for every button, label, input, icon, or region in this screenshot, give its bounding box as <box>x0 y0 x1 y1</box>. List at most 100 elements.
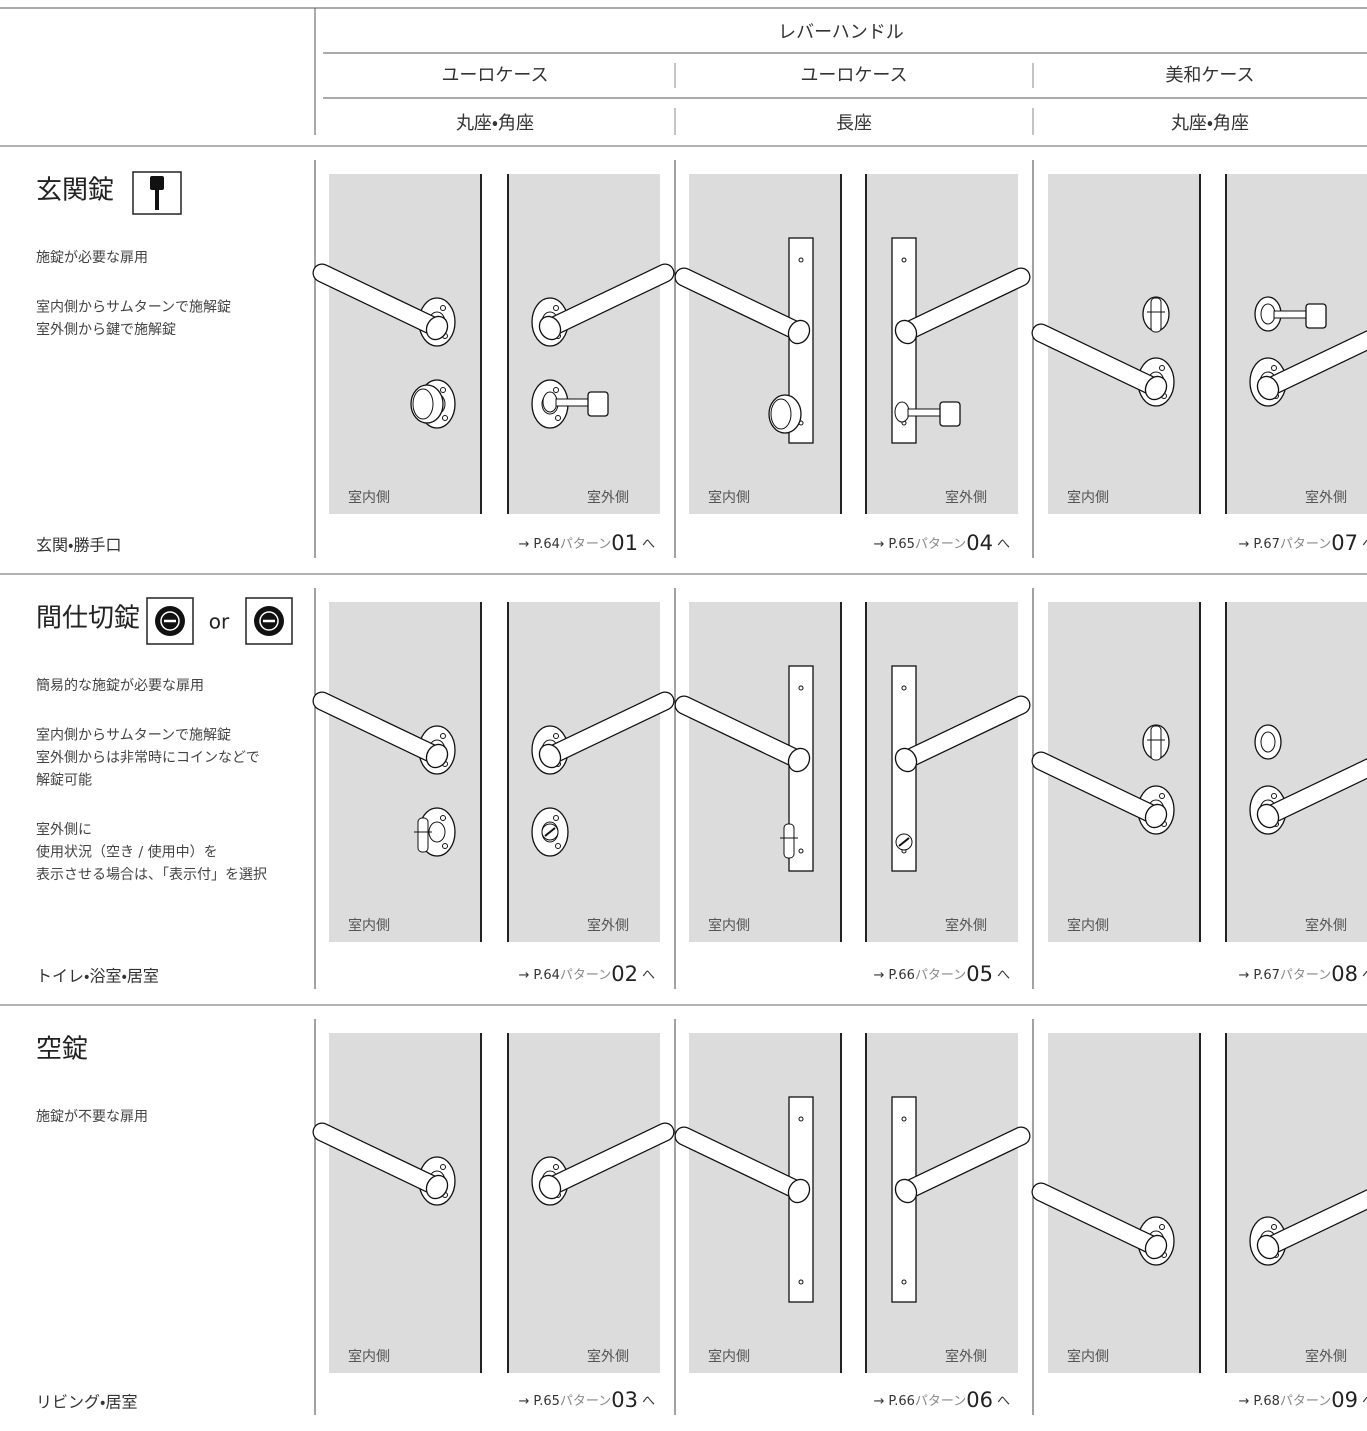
screw <box>440 815 446 821</box>
link-arrow: → <box>518 1394 529 1409</box>
link-label: パターン <box>560 1394 611 1409</box>
lever-end <box>787 747 811 773</box>
panel-label: 室外側 <box>587 918 629 934</box>
panel <box>508 602 660 942</box>
screw <box>901 257 907 263</box>
row-title: 空錠 <box>36 1035 88 1065</box>
link-number: 09 <box>1331 1388 1358 1412</box>
screw <box>1159 793 1165 799</box>
pattern-link: → P.67パターン07 へ <box>1238 531 1367 555</box>
link-arrow: → <box>1238 537 1249 552</box>
screw <box>553 1164 559 1170</box>
lever <box>675 1127 808 1200</box>
link-arrow: → <box>1238 1394 1249 1409</box>
link-number: 05 <box>966 962 993 986</box>
link-number: 06 <box>966 1388 993 1412</box>
illustration <box>312 691 456 857</box>
link-page: P.65 <box>888 537 915 552</box>
screw <box>442 843 448 849</box>
lever-end <box>538 1174 562 1200</box>
lever <box>1259 1190 1367 1256</box>
icon-turn <box>259 611 279 631</box>
panel <box>508 1033 660 1373</box>
panel <box>866 1033 1018 1373</box>
link-suffix: へ <box>1362 537 1367 552</box>
panel <box>866 602 1018 942</box>
link-arrow: → <box>1238 968 1249 983</box>
description: 使用状況（空き / 使用中）を <box>36 844 218 861</box>
panel <box>689 1033 841 1373</box>
link-number: 02 <box>611 962 638 986</box>
description: 室外側から鍵で施解錠 <box>36 322 176 338</box>
panel <box>689 174 841 514</box>
description: 室内側からサムターンで施解錠 <box>36 728 231 744</box>
lever <box>541 692 674 765</box>
screw <box>1271 1224 1277 1230</box>
row-title: 間仕切錠 <box>36 604 140 634</box>
t-turn <box>417 817 429 853</box>
icon-key <box>155 188 159 210</box>
illustration <box>531 263 675 429</box>
lever-end <box>894 319 918 345</box>
description: 簡易的な施錠が必要な扉用 <box>36 678 204 694</box>
link-suffix: へ <box>1362 1394 1367 1409</box>
link-page: P.67 <box>1253 537 1280 552</box>
screw <box>798 848 804 854</box>
lever <box>1032 752 1165 825</box>
slot <box>544 827 556 837</box>
lever <box>1259 759 1367 825</box>
lever <box>313 264 446 337</box>
lever <box>313 1123 446 1196</box>
link-arrow: → <box>518 968 529 983</box>
illustration <box>1031 296 1175 407</box>
link-number: 08 <box>1331 962 1358 986</box>
link-label: パターン <box>915 537 966 552</box>
screw <box>1271 365 1277 371</box>
link-suffix: へ <box>642 968 655 983</box>
lever <box>1032 324 1165 397</box>
seat-name: 長座 <box>836 113 872 134</box>
panel-label: 室内側 <box>708 490 750 506</box>
description: 表示させる場合は、「表示付」を選択 <box>36 867 267 883</box>
panel-label: 室内側 <box>348 918 390 934</box>
lever-end <box>538 743 562 769</box>
description: 室内側からサムターンで施解錠 <box>36 300 231 316</box>
seat-name: 丸座・角座 <box>456 113 534 134</box>
link-label: パターン <box>560 537 611 552</box>
link-page: P.64 <box>533 537 560 552</box>
pattern-link: → P.66パターン06 へ <box>873 1388 1010 1412</box>
pattern-link: → P.65パターン04 へ <box>873 531 1010 555</box>
cylinder <box>1260 731 1276 753</box>
slot <box>898 837 910 847</box>
illustration <box>1249 724 1367 835</box>
panel-label: 室内側 <box>1067 918 1109 934</box>
pattern-link: → P.67パターン08 へ <box>1238 962 1367 986</box>
description: 施錠が不要な扉用 <box>36 1109 148 1125</box>
screw <box>798 1279 804 1285</box>
panel-label: 室外側 <box>1305 1349 1347 1365</box>
screw <box>1271 793 1277 799</box>
pattern-link: → P.68パターン09 へ <box>1238 1388 1367 1412</box>
screw <box>553 305 559 311</box>
lever <box>1259 331 1367 397</box>
panel <box>689 602 841 942</box>
illustration <box>674 1096 814 1303</box>
screw <box>553 815 559 821</box>
lever <box>541 1123 674 1196</box>
icon-box <box>146 597 194 645</box>
screw <box>1159 365 1165 371</box>
illustration <box>1031 1182 1175 1266</box>
link-page: P.68 <box>1253 1394 1280 1409</box>
usage: トイレ・浴室・居室 <box>36 967 159 986</box>
panel-label: 室内側 <box>348 1349 390 1365</box>
lever-end <box>425 315 449 341</box>
link-arrow: → <box>873 537 884 552</box>
panel-label: 室外側 <box>945 490 987 506</box>
link-suffix: へ <box>997 968 1010 983</box>
lever-end <box>1256 1234 1280 1260</box>
link-page: P.67 <box>1253 968 1280 983</box>
illustration <box>674 665 814 872</box>
key-blade <box>907 408 943 417</box>
pattern-link: → P.64パターン02 へ <box>518 962 655 986</box>
lever <box>897 696 1030 769</box>
